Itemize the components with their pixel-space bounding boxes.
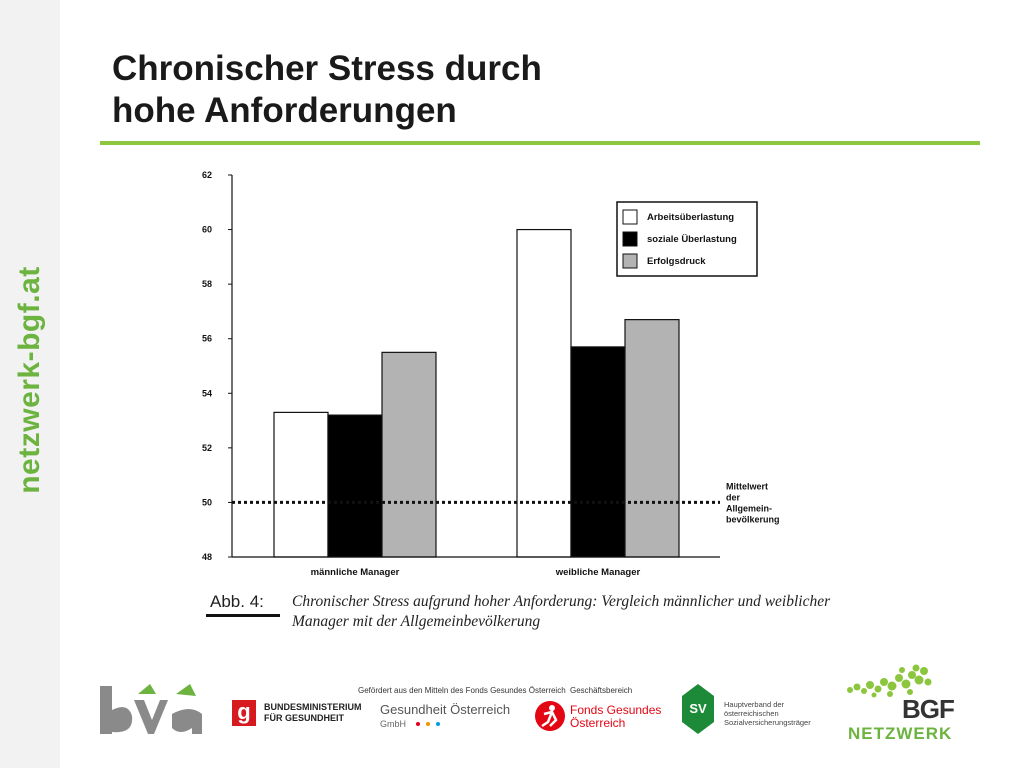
y-axis: 48 50 52 54 56 58 60 62 (202, 170, 233, 562)
reference-line-label: bevölkerung (726, 514, 780, 524)
x-category-label: weibliche Manager (555, 567, 641, 578)
legend-swatch (622, 209, 638, 225)
colored-dots (416, 722, 440, 726)
legend-swatch (622, 253, 638, 269)
reference-line-label: Allgemein- (726, 503, 772, 513)
hv-line2: österreichischen (724, 709, 779, 718)
ministry-mark: g (232, 700, 256, 726)
caption-underline (206, 614, 280, 617)
fgoe-icon (535, 701, 565, 731)
bar-1-3 (381, 351, 437, 558)
caption-text: Chronischer Stress aufgrund hoher Anford… (292, 593, 831, 630)
office-label: Geschäftsbereich (570, 686, 633, 695)
bar-1-1 (273, 411, 329, 558)
bva-logo (98, 680, 208, 736)
slide-title: Chronischer Stress durch hohe Anforderun… (112, 48, 542, 132)
gesundheit-name: Gesundheit Österreich (380, 702, 511, 717)
caption-label: Abb. 4: (210, 592, 264, 611)
legend-label: soziale Überlastung (647, 234, 737, 245)
legend-swatch (622, 231, 638, 247)
bgf-netzwerk-logo: BGF NETZWERK (844, 660, 974, 746)
y-tick-label: 50 (202, 497, 212, 507)
fgoe-line1: Fonds Gesundes (570, 703, 662, 717)
hv-line3: Sozialversicherungsträger (724, 718, 811, 727)
ministry-line1: BUNDESMINISTERIUM (264, 702, 362, 712)
x-axis: männliche Manager weibliche Manager (232, 556, 720, 578)
y-tick-label: 48 (202, 552, 212, 562)
ministry-line2: FÜR GESUNDHEIT (264, 713, 345, 723)
bar-2-2 (570, 346, 626, 558)
title-divider (100, 141, 980, 145)
y-tick-label: 52 (202, 443, 212, 453)
sv-shield-icon (682, 684, 714, 734)
legend-label: Erfolgsdruck (647, 256, 706, 267)
x-category-label: männliche Manager (311, 567, 400, 578)
gesundheit-sub: GmbH (380, 719, 407, 729)
vertical-brand-text: netzwerk-bgf.at (10, 245, 50, 515)
bar-chart: 48 50 52 54 56 58 60 62 MittelwertderAllgemein-… (202, 170, 780, 578)
y-tick-label: 60 (202, 225, 212, 235)
ministry-logo: g BUNDESMINISTERIUM FÜR GESUNDHEIT (232, 698, 362, 728)
legend-label: Arbeitsüberlastung (647, 212, 734, 223)
y-tick-label: 56 (202, 334, 212, 344)
hauptverband-logo: SV Hauptverband der österreichischen Soz… (680, 682, 820, 738)
y-tick-label: 58 (202, 279, 212, 289)
fgoe-logo: Geschäftsbereich Fonds Gesundes Österrei… (534, 686, 664, 736)
austria-dots-icon (847, 664, 932, 698)
netzwerk-text: NETZWERK (848, 724, 953, 743)
legend-box (616, 201, 758, 277)
hv-line1: Hauptverband der (724, 700, 785, 709)
y-tick-label: 54 (202, 388, 212, 398)
legend: Arbeitsüberlastung soziale Überlastung Erf… (616, 201, 758, 277)
sv-mark: SV (689, 701, 707, 716)
footer-logos: g BUNDESMINISTERIUM FÜR GESUNDHEIT Geför… (0, 660, 1024, 768)
slide-title-line2: hohe Anforderungen (112, 91, 457, 130)
gesundheit-oesterreich-logo: Gefördert aus den Mitteln des Fonds Gesu… (358, 686, 566, 736)
slide-title-line1: Chronischer Stress durch (112, 49, 542, 88)
funded-by-text: Gefördert aus den Mitteln des Fonds Gesu… (358, 686, 566, 695)
brand-url: netzwerk-bgf.at (13, 266, 46, 494)
bar-1-2 (327, 414, 383, 558)
left-sidebar-band (0, 0, 60, 768)
fgoe-line2: Österreich (570, 716, 626, 730)
bars-group (273, 228, 680, 558)
bar-2-1 (516, 228, 572, 558)
bar-2-3 (624, 319, 680, 558)
y-tick-label: 62 (202, 170, 212, 180)
bgf-text: BGF (902, 694, 955, 724)
bva-logo-graphic (100, 684, 202, 734)
reference-line-label: der (726, 492, 741, 502)
reference-line-label: Mittelwert (726, 481, 768, 491)
